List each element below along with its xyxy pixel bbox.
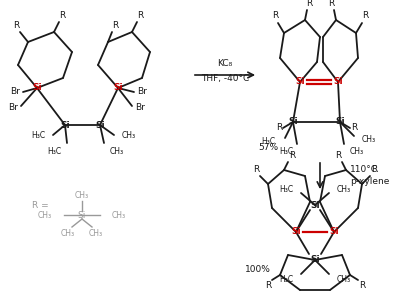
Text: Si: Si	[291, 228, 301, 237]
Text: Si: Si	[295, 77, 305, 86]
Text: R: R	[335, 151, 341, 160]
Text: Si: Si	[335, 117, 345, 126]
Text: 110°C: 110°C	[350, 166, 378, 175]
Text: R: R	[137, 11, 143, 20]
Text: R: R	[362, 11, 368, 20]
Text: Br: Br	[8, 104, 18, 113]
Text: Br: Br	[10, 88, 20, 97]
Text: Si: Si	[310, 200, 320, 209]
Text: H₃C: H₃C	[279, 275, 293, 284]
Text: R: R	[289, 151, 295, 160]
Text: 57%: 57%	[258, 144, 278, 153]
Text: KC₈: KC₈	[217, 58, 233, 67]
Text: H₃C: H₃C	[47, 147, 61, 156]
Text: CH₃: CH₃	[122, 131, 136, 139]
Text: Si: Si	[288, 117, 298, 126]
Text: R: R	[371, 166, 377, 175]
Text: H₃C: H₃C	[279, 185, 293, 194]
Text: Br: Br	[135, 104, 145, 113]
Text: CH₃: CH₃	[362, 135, 376, 144]
Text: H₃C: H₃C	[31, 131, 45, 139]
Text: H₃C: H₃C	[261, 138, 275, 147]
Text: Si: Si	[113, 83, 123, 92]
Text: CH₃: CH₃	[350, 147, 364, 157]
Text: Si: Si	[333, 77, 343, 86]
Text: R: R	[359, 281, 365, 290]
Text: Si: Si	[32, 83, 42, 92]
Text: R: R	[112, 21, 118, 30]
Text: CH₃: CH₃	[337, 185, 351, 194]
Text: CH₃: CH₃	[110, 147, 124, 156]
Text: CH₃: CH₃	[112, 210, 126, 219]
Text: R: R	[306, 0, 312, 8]
Text: CH₃: CH₃	[337, 275, 351, 284]
Text: R: R	[253, 166, 259, 175]
Text: Si: Si	[310, 256, 320, 265]
Text: THF, -40°C: THF, -40°C	[201, 73, 249, 82]
Text: CH₃: CH₃	[75, 191, 89, 200]
Text: R: R	[351, 123, 357, 132]
Text: R: R	[272, 11, 278, 20]
Text: p-xylene: p-xylene	[350, 178, 389, 187]
Text: R: R	[328, 0, 334, 8]
Text: Si: Si	[78, 210, 86, 219]
Text: R: R	[276, 123, 282, 132]
Text: CH₃: CH₃	[61, 228, 75, 237]
Text: R: R	[265, 281, 271, 290]
Text: H₃C: H₃C	[279, 147, 293, 157]
Text: Si: Si	[95, 120, 105, 129]
Text: R: R	[59, 11, 65, 20]
Text: R =: R =	[32, 200, 49, 209]
Text: Si: Si	[329, 228, 339, 237]
Text: CH₃: CH₃	[89, 228, 103, 237]
Text: CH₃: CH₃	[38, 210, 52, 219]
Text: 100%: 100%	[245, 265, 271, 275]
Text: Si: Si	[60, 120, 70, 129]
Text: Br: Br	[137, 88, 147, 97]
Text: R: R	[13, 21, 19, 30]
